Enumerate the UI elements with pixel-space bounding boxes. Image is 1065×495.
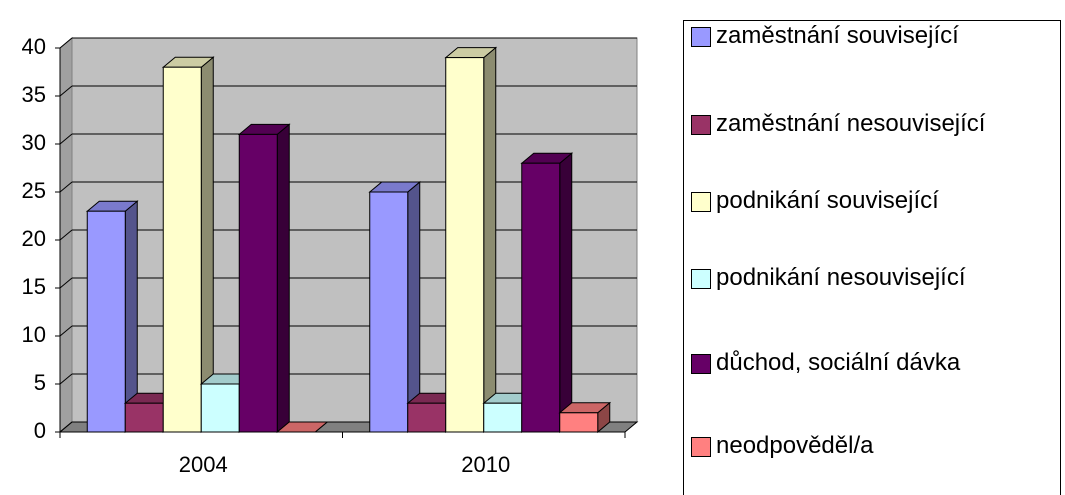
legend-swatch xyxy=(691,192,711,212)
legend-label: podnikání nesouvisející xyxy=(716,264,966,291)
grid-line xyxy=(59,277,73,289)
bar-side xyxy=(483,46,497,434)
grid-line xyxy=(59,229,73,241)
legend-label: zaměstnání související xyxy=(716,22,959,49)
legend-item: podnikání nesouvisející xyxy=(691,263,966,293)
bar xyxy=(407,402,447,433)
legend-item: zaměstnání nesouvisející xyxy=(691,109,985,139)
bar xyxy=(559,412,599,433)
grid-line xyxy=(59,133,73,145)
legend-item: podnikání související xyxy=(691,186,939,216)
y-tick-label: 20 xyxy=(22,226,46,251)
legend-swatch xyxy=(691,115,711,135)
x-tick-label: 2004 xyxy=(179,452,228,477)
legend-swatch xyxy=(691,437,711,457)
y-tick-label: 25 xyxy=(22,178,46,203)
y-tick-label: 15 xyxy=(22,274,46,299)
grid-line xyxy=(59,37,73,49)
legend-label: neodpověděl/a xyxy=(716,432,874,459)
legend-item: důchod, sociální dávka xyxy=(691,348,960,378)
bar xyxy=(200,383,240,433)
grid-line xyxy=(59,181,73,193)
bar-side xyxy=(559,152,573,434)
grid-line xyxy=(59,85,73,97)
bar xyxy=(238,133,278,433)
legend-swatch xyxy=(691,27,711,47)
y-tick-label: 10 xyxy=(22,322,46,347)
legend-item: neodpověděl/a xyxy=(691,431,873,461)
bar-side xyxy=(276,123,290,434)
legend-label: zaměstnání nesouvisející xyxy=(716,110,986,137)
x-tick-label: 2010 xyxy=(461,452,510,477)
y-tick-label: 5 xyxy=(34,370,46,395)
legend: zaměstnání související zaměstnání nesouvi… xyxy=(683,20,1061,495)
bar xyxy=(124,402,164,433)
legend-swatch xyxy=(691,269,711,289)
grid-line xyxy=(59,373,73,385)
bar xyxy=(445,57,485,433)
chart: 0 5 10 15 20 25 30 35 40 2004 2010 xyxy=(22,34,639,477)
bar xyxy=(162,66,202,433)
grid-line xyxy=(59,325,73,337)
bar-top xyxy=(275,421,329,433)
legend-item: zaměstnání související xyxy=(691,21,959,51)
bar xyxy=(483,402,523,433)
y-tick-label: 35 xyxy=(22,82,46,107)
legend-label: důchod, sociální dávka xyxy=(716,349,961,376)
bar xyxy=(521,162,561,433)
grid-line xyxy=(59,421,73,433)
y-tick-label: 40 xyxy=(22,34,46,59)
bar xyxy=(86,210,126,433)
legend-swatch xyxy=(691,354,711,374)
legend-label: podnikání související xyxy=(716,187,939,214)
bar xyxy=(369,191,409,433)
y-tick-label: 0 xyxy=(34,418,46,443)
y-tick-label: 30 xyxy=(22,130,46,155)
